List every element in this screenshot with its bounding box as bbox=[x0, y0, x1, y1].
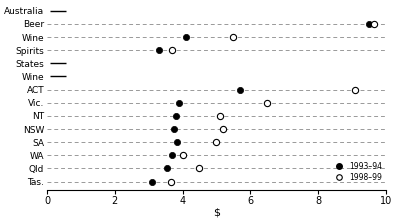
X-axis label: $: $ bbox=[213, 208, 220, 218]
Legend: 1993–94, 1998–99: 1993–94, 1998–99 bbox=[331, 162, 382, 182]
